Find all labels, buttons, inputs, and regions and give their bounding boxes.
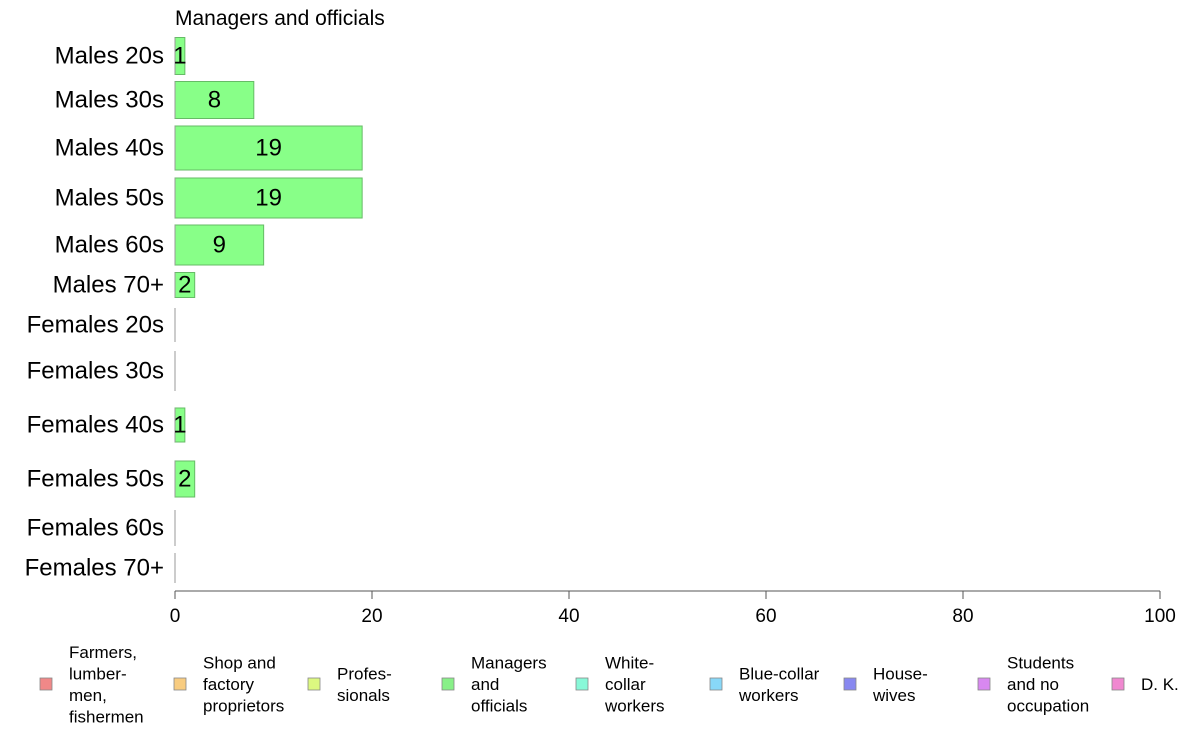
legend-swatch <box>709 677 723 691</box>
x-tick-label: 0 <box>170 606 181 627</box>
legend-label: White-collar workers <box>604 653 665 715</box>
category-label: Males 40s <box>55 135 164 162</box>
legend-swatch <box>173 677 187 691</box>
bar-value-label: 9 <box>213 232 226 259</box>
legend-swatch <box>575 677 589 691</box>
legend-swatch <box>441 677 455 691</box>
legend: Farmers, lumber-men, fishermen Shop and fact… <box>39 642 1179 726</box>
legend-swatch <box>843 677 857 691</box>
legend-label: House-wives <box>872 664 928 705</box>
bar-value-label: 2 <box>178 466 191 493</box>
legend-label: D. K. <box>1141 675 1179 694</box>
bar-value-label: 1 <box>173 43 186 70</box>
category-label: Males 30s <box>55 87 164 114</box>
category-label: Females 40s <box>27 412 164 439</box>
legend-label: Students and no occupation <box>1007 653 1089 715</box>
legend-label: Profes-sionals <box>337 664 392 705</box>
legend-swatch <box>1111 677 1125 691</box>
x-tick-label: 60 <box>755 606 776 627</box>
x-tick-label: 100 <box>1144 606 1176 627</box>
x-tick-label: 80 <box>952 606 973 627</box>
bar-value-label: 19 <box>255 185 282 212</box>
legend-label: Farmers, lumber-men, fishermen <box>69 642 144 726</box>
legend-label: Blue-collar workers <box>738 664 820 705</box>
legend-swatch <box>307 677 321 691</box>
category-label: Females 50s <box>27 466 164 493</box>
category-label: Females 30s <box>27 358 164 385</box>
legend-swatch <box>39 677 53 691</box>
category-label: Males 70+ <box>53 272 164 299</box>
bar-value-label: 8 <box>208 87 221 114</box>
category-label: Males 20s <box>55 43 164 70</box>
bar <box>174 81 255 119</box>
x-axis: 0 20 40 60 80 100 <box>170 590 1176 627</box>
x-tick-label: 20 <box>361 606 382 627</box>
bar-value-label: 1 <box>173 412 186 439</box>
category-label: Females 60s <box>27 515 164 542</box>
x-tick-label: 40 <box>558 606 579 627</box>
bar-value-label: 2 <box>178 272 191 299</box>
bar <box>174 177 363 219</box>
legend-label: Shop and factory proprietors <box>203 653 284 715</box>
legend-label: Managers and officials <box>471 653 547 715</box>
chart-title: Managers and officials <box>175 7 385 30</box>
category-label: Females 20s <box>27 312 164 339</box>
legend-swatch <box>977 677 991 691</box>
category-label: Males 60s <box>55 232 164 259</box>
bar-value-label: 19 <box>255 135 282 162</box>
category-label: Males 50s <box>55 185 164 212</box>
category-label: Females 70+ <box>25 555 164 582</box>
